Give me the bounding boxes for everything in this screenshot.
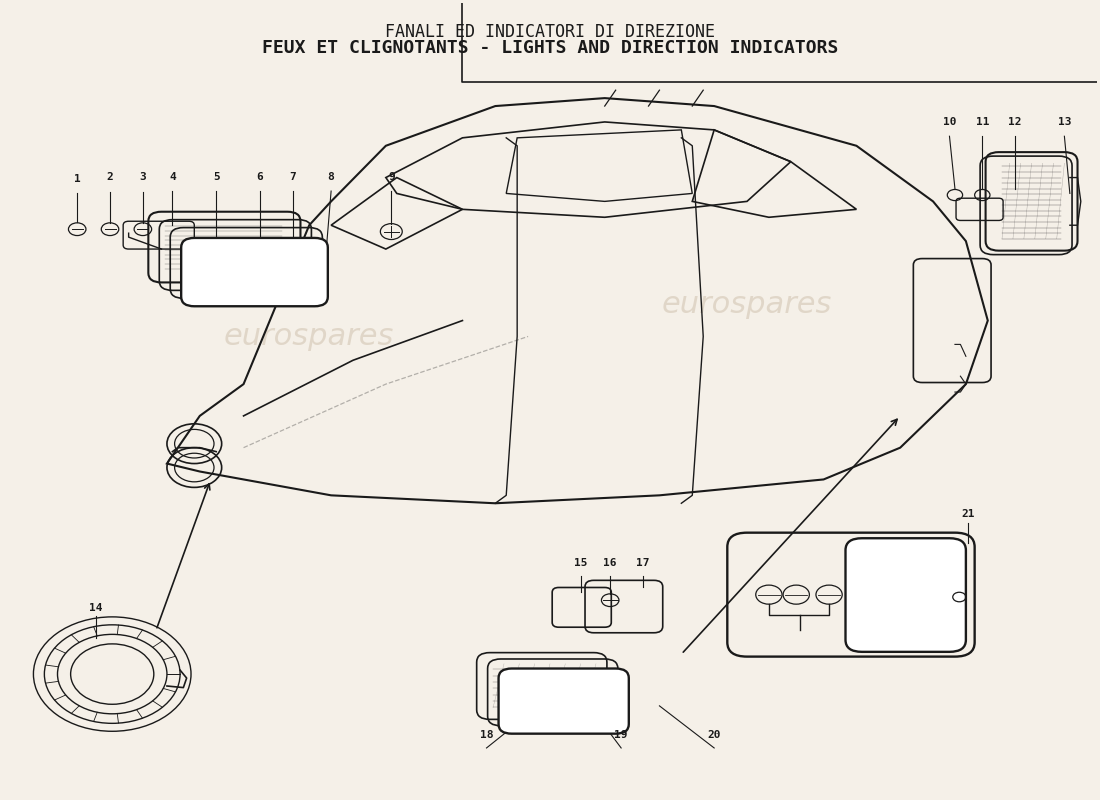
Text: 14: 14 bbox=[89, 603, 102, 613]
Text: 6: 6 bbox=[256, 171, 263, 182]
Text: 20: 20 bbox=[707, 730, 721, 740]
Text: eurospares: eurospares bbox=[662, 290, 833, 319]
Text: 13: 13 bbox=[1057, 117, 1071, 126]
Text: 17: 17 bbox=[636, 558, 650, 569]
Text: 10: 10 bbox=[943, 117, 956, 126]
FancyBboxPatch shape bbox=[498, 669, 629, 734]
Text: 8: 8 bbox=[328, 171, 334, 182]
Text: 3: 3 bbox=[140, 172, 146, 182]
Text: 21: 21 bbox=[961, 509, 975, 519]
Text: 18: 18 bbox=[480, 730, 493, 740]
Text: 2: 2 bbox=[107, 172, 113, 182]
Text: 11: 11 bbox=[976, 117, 989, 126]
FancyBboxPatch shape bbox=[846, 538, 966, 652]
Text: eurospares: eurospares bbox=[224, 322, 395, 351]
Text: 1: 1 bbox=[74, 174, 80, 184]
Text: 19: 19 bbox=[615, 730, 628, 740]
Text: 4: 4 bbox=[169, 171, 176, 182]
Text: FANALI ED INDICATORI DI DIREZIONE: FANALI ED INDICATORI DI DIREZIONE bbox=[385, 22, 715, 41]
Text: 15: 15 bbox=[574, 558, 587, 569]
FancyBboxPatch shape bbox=[182, 238, 328, 306]
Text: 16: 16 bbox=[604, 558, 617, 569]
Text: 7: 7 bbox=[289, 171, 296, 182]
Text: FEUX ET CLIGNOTANTS - LIGHTS AND DIRECTION INDICATORS: FEUX ET CLIGNOTANTS - LIGHTS AND DIRECTI… bbox=[262, 38, 838, 57]
Text: 5: 5 bbox=[212, 171, 220, 182]
Text: 12: 12 bbox=[1009, 117, 1022, 126]
Text: 9: 9 bbox=[388, 171, 395, 182]
